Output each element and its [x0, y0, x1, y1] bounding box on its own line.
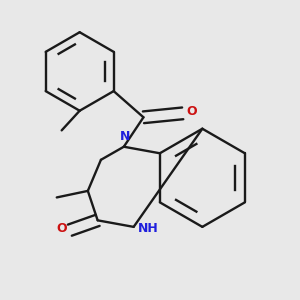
Text: NH: NH: [138, 222, 158, 235]
Text: O: O: [56, 222, 67, 235]
Text: N: N: [120, 130, 130, 143]
Text: O: O: [187, 105, 197, 118]
